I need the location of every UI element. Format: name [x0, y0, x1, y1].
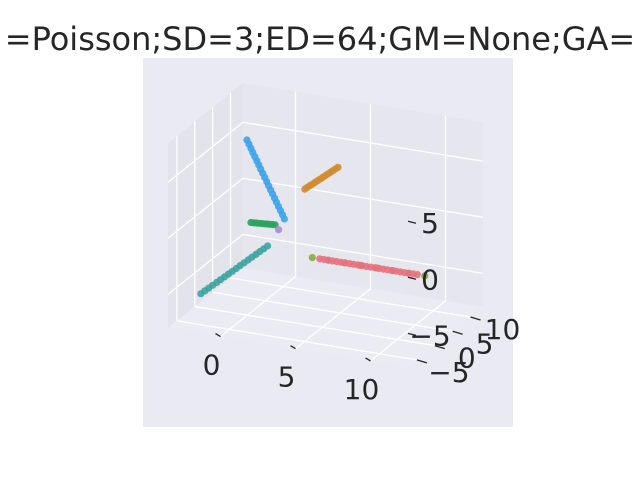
y-grid-floor — [176, 320, 418, 361]
z-grid-back — [242, 177, 484, 218]
z-grid-left — [167, 233, 244, 295]
grid-lines — [167, 91, 484, 362]
z-grid-back — [242, 121, 484, 162]
z-grid-back — [242, 233, 484, 275]
y-tick — [452, 330, 463, 335]
back-pane — [243, 83, 483, 307]
z-tick-label: 5 — [421, 207, 439, 240]
data-point-5 — [308, 254, 316, 262]
x-tick — [365, 357, 371, 362]
z-tick — [407, 276, 417, 280]
left-pane — [168, 83, 243, 328]
x-tick-label: 5 — [278, 361, 296, 394]
x-tick — [215, 332, 221, 338]
data-point-5 — [421, 272, 429, 280]
data-point-3 — [275, 226, 283, 234]
y-tick-label: 0 — [458, 342, 476, 375]
z-tick — [407, 220, 417, 224]
x-tick-label: 10 — [344, 373, 380, 406]
z-tick — [407, 332, 417, 336]
tick-labels: 0 5 10−50 510−505 — [203, 207, 521, 406]
y-tick-label: 10 — [485, 313, 521, 346]
data-points — [197, 136, 429, 298]
y-tick — [470, 316, 481, 321]
y-tick-label: 5 — [476, 327, 494, 360]
y-tick — [434, 344, 445, 350]
data-point-1 — [264, 242, 272, 250]
tick-marks — [215, 220, 481, 364]
y-grid-floor — [212, 291, 453, 332]
chart-title: =Poisson;SD=3;ED=64;GM=None;GA= — [5, 20, 635, 58]
z-grid-left — [167, 177, 244, 239]
y-tick — [416, 359, 428, 364]
y-grid-floor — [194, 305, 435, 347]
y-tick-label: −5 — [428, 356, 469, 389]
y-grid-floor — [230, 277, 471, 318]
x-tick-label: 0 — [203, 349, 221, 382]
data-point-4 — [334, 163, 342, 171]
x-tick — [290, 345, 296, 350]
data-point-6 — [413, 271, 421, 279]
z-grid-left — [167, 121, 244, 183]
floor-pane — [168, 268, 483, 367]
data-point-0 — [280, 215, 288, 223]
z-tick-label: 0 — [421, 263, 439, 296]
z-tick-label: −5 — [409, 319, 450, 352]
